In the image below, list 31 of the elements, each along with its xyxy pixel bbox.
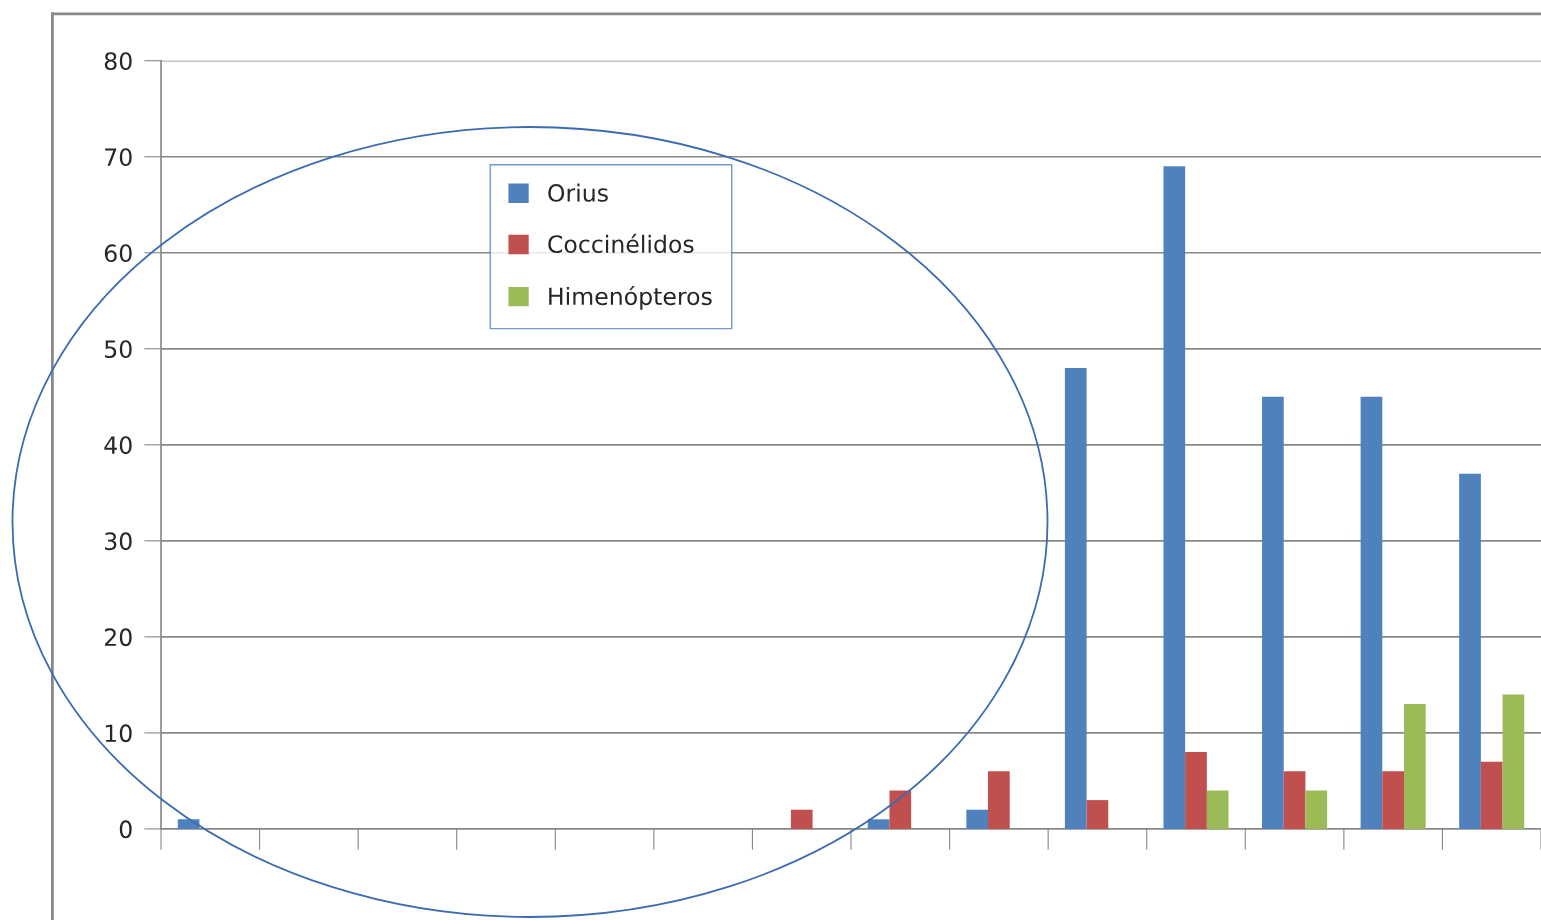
bar bbox=[1305, 790, 1328, 829]
bar bbox=[1480, 761, 1503, 829]
y-tick-label: 50 bbox=[105, 340, 132, 359]
legend-label: Himenópteros bbox=[549, 285, 712, 310]
bar bbox=[1382, 771, 1404, 829]
bar bbox=[1459, 473, 1481, 829]
bar bbox=[889, 790, 912, 829]
bar bbox=[1185, 752, 1207, 829]
bar bbox=[1163, 166, 1186, 829]
bar bbox=[1502, 694, 1525, 829]
bar bbox=[1064, 368, 1087, 829]
y-tick-label: 60 bbox=[104, 244, 132, 263]
y-tick-label: 0 bbox=[119, 820, 132, 839]
y-tick-label: 30 bbox=[105, 532, 132, 551]
bar bbox=[867, 819, 890, 829]
legend-label: Orius bbox=[548, 183, 608, 202]
y-tick-label: 20 bbox=[104, 628, 132, 647]
bar bbox=[1360, 396, 1383, 829]
bar bbox=[1283, 771, 1306, 829]
legend-label: Coccinélidos bbox=[548, 233, 694, 254]
y-tick-label: 70 bbox=[105, 148, 132, 167]
bar bbox=[966, 809, 989, 829]
y-tick-label: 10 bbox=[105, 724, 132, 743]
bar bbox=[1086, 800, 1109, 829]
bar bbox=[988, 771, 1010, 829]
bar bbox=[790, 809, 813, 829]
bar bbox=[1403, 704, 1426, 829]
y-tick-label: 80 bbox=[104, 52, 132, 71]
bar bbox=[1262, 396, 1284, 829]
bar bbox=[1206, 790, 1229, 829]
y-tick-label: 40 bbox=[104, 436, 132, 455]
